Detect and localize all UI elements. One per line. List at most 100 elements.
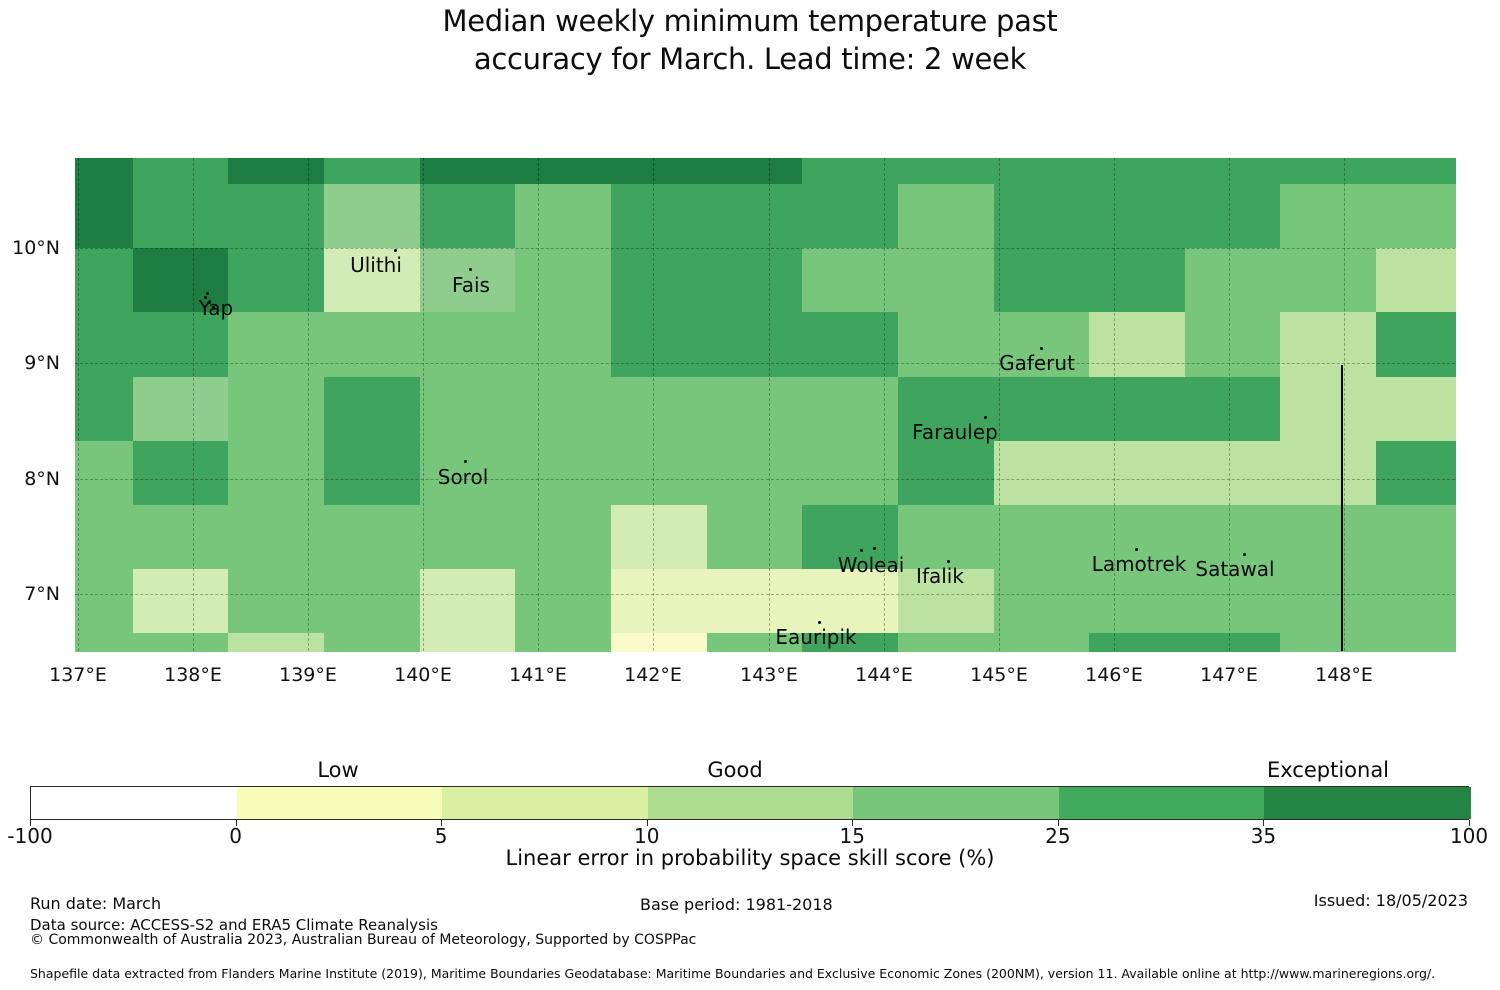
x-axis-tick-label: 141°E [509,664,567,686]
colorbar-segment [31,787,238,819]
map-cell [132,158,229,185]
colorbar-tick-mark [1057,820,1059,826]
map-cell [897,184,995,249]
map-cell [75,505,134,570]
map-cell [515,184,612,249]
map-cell [132,376,229,442]
colorbar-tick-label: 5 [434,824,448,848]
map-cell [75,569,134,634]
map-cell [610,158,708,185]
run-date-text: Run date: March [30,894,162,913]
map-cell [132,505,229,570]
island-label: Faraulep [912,420,998,444]
map-cell [1376,158,1456,185]
map-cell [802,633,899,652]
island-marker-dot [464,460,467,463]
map-cell [228,440,325,506]
map-cell [1089,569,1186,634]
meridian-gridline [308,158,309,651]
map-cell [1376,440,1456,506]
eez-boundary-line [1341,365,1343,651]
colorbar-tick-label: -100 [7,824,53,848]
island-label: Gaferut [999,351,1075,375]
map-cell [75,158,134,185]
island-label: Satawal [1195,557,1275,581]
map-cell [75,312,134,378]
island-label: Yap [198,296,234,320]
map-cell [228,158,325,185]
colorbar-tick-mark [646,820,648,826]
island-label: Fais [452,273,490,297]
island-marker-dot [212,306,215,309]
island-label: Lamotrek [1091,552,1187,576]
map-cell [515,505,612,570]
map-cell [75,633,134,652]
island-marker-dot [873,547,876,550]
x-axis-tick-label: 137°E [49,664,107,686]
island-marker-dot [394,249,397,252]
map-cell [323,440,421,506]
map-cell [515,312,612,378]
meridian-gridline [1114,158,1115,651]
map-cell [993,158,1090,185]
colorbar-tick-label: 10 [633,824,660,848]
map-cell [706,158,803,185]
meridian-gridline [653,158,654,651]
map-cell [897,440,995,506]
map-cell [610,569,708,634]
map-cell [132,633,229,652]
map-cell [515,158,612,185]
colorbar-category-label: Good [707,758,763,782]
colorbar-segment [853,787,1060,819]
island-marker-dot [947,560,950,563]
map-cell [802,505,899,570]
colorbar-tick-label: 35 [1250,824,1277,848]
map-cell [706,312,803,378]
map-cell [993,248,1090,313]
map-cell [610,248,708,313]
x-axis-tick-label: 146°E [1085,664,1143,686]
map-cell [132,440,229,506]
map-cell [1280,312,1377,378]
map-cell [802,158,899,185]
colorbar-tick-mark [30,820,31,826]
colorbar-segment [1264,787,1471,819]
parallel-gridline [75,479,1455,480]
island-marker-dot [1135,548,1138,551]
colorbar-segment [647,787,855,819]
map-cell [132,312,229,378]
map-cell [1376,184,1456,249]
colorbar-segment [1058,787,1266,819]
map-cell [1184,633,1281,652]
map-cell [706,633,803,652]
island-marker-dot [204,296,207,299]
map-cell [1089,376,1186,442]
map-cell [610,376,708,442]
parallel-gridline [75,248,1455,249]
map-cell [515,569,612,634]
map-cell [802,440,899,506]
map-cell [897,505,995,570]
map-cell [1280,440,1377,506]
map-cell [802,312,899,378]
x-axis-tick-label: 140°E [394,664,452,686]
meridian-gridline [78,158,79,651]
island-label: Eauripik [775,625,857,649]
island-marker-dot [984,416,987,419]
map-cell [323,569,421,634]
map-cell [419,376,516,442]
data-source-text: Data source: ACCESS-S2 and ERA5 Climate … [30,916,438,934]
island-label: Sorol [437,465,489,489]
map-cell [897,248,995,313]
meridian-gridline [1344,158,1345,651]
colorbar-tick-mark [441,820,443,826]
map-cell [706,440,803,506]
map-cell [802,184,899,249]
issued-date-text: Issued: 18/05/2023 [1313,891,1468,910]
map-cell [323,312,421,378]
colorbar-axis-label: Linear error in probability space skill … [505,846,995,870]
y-axis-tick-label: 9°N [24,352,60,374]
colorbar-tick-mark [852,820,854,826]
x-axis-tick-label: 144°E [855,664,913,686]
